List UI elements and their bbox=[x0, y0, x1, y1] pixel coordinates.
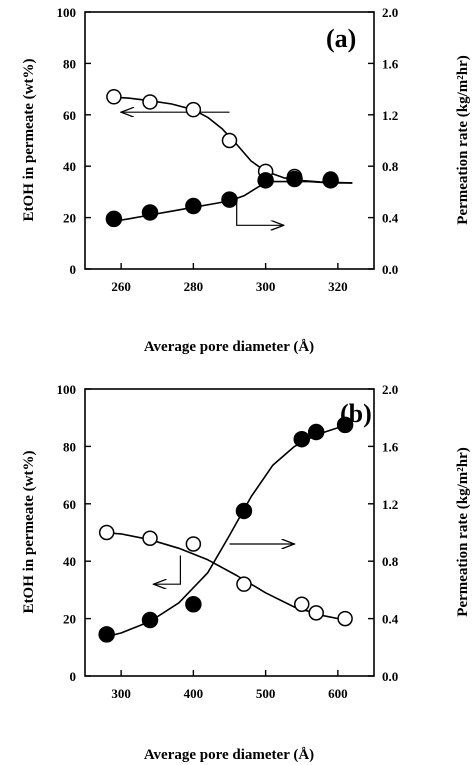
panel-label-a: (a) bbox=[326, 24, 356, 53]
x-tick-label: 600 bbox=[328, 686, 348, 701]
y-tick-label: 40 bbox=[63, 554, 76, 569]
panel-label-b: (b) bbox=[340, 399, 372, 428]
open-circle-point bbox=[98, 524, 115, 541]
y2-tick-label: 1.6 bbox=[382, 56, 399, 71]
x-ticks-a: 260 280 300 320 bbox=[111, 263, 348, 294]
y-tick-label: 20 bbox=[63, 612, 76, 627]
filled-circle-point bbox=[141, 611, 159, 629]
y2-axis-title-b: Permeation rate (kg/m²hr) bbox=[455, 447, 471, 616]
trend-lines-b bbox=[102, 424, 349, 639]
open-circle-point bbox=[142, 530, 158, 546]
y2-tick-label: 2.0 bbox=[382, 5, 398, 20]
x-tick-label: 300 bbox=[111, 686, 131, 701]
x-tick-label: 400 bbox=[184, 686, 204, 701]
markers-a bbox=[105, 89, 339, 228]
filled-circle-point bbox=[221, 191, 238, 208]
filled-circle-point bbox=[293, 430, 310, 448]
y-tick-label: 0 bbox=[70, 262, 77, 277]
y2-axis-title-a: Permeation rate (kg/m²hr) bbox=[455, 55, 471, 224]
y2-ticks-a: 0.0 0.4 0.8 1.2 1.6 2.0 bbox=[368, 5, 399, 277]
open-circle-point bbox=[142, 94, 158, 110]
x-tick-label: 320 bbox=[328, 279, 348, 294]
open-circle-point bbox=[337, 610, 353, 627]
markers-b bbox=[98, 416, 354, 643]
x-tick-label: 500 bbox=[256, 686, 276, 701]
x-tick-label: 280 bbox=[184, 279, 204, 294]
y2-tick-label: 0.0 bbox=[382, 669, 398, 684]
open-circle-point bbox=[221, 132, 238, 149]
open-circle-point bbox=[308, 605, 324, 621]
panel-b: 300 400 500 600 0 20 40 60 80 100 0.0 0.4 0.8 1.2 1.… bbox=[21, 382, 471, 763]
plot-frame-b bbox=[84, 388, 375, 677]
open-circle-point bbox=[236, 576, 252, 592]
y-tick-label: 60 bbox=[63, 497, 76, 512]
filled-circle-point bbox=[98, 626, 115, 643]
filled-circle-point bbox=[185, 596, 202, 613]
y-axis-title-a: EtOH in permeate (wt%) bbox=[21, 59, 37, 222]
y2-tick-label: 1.2 bbox=[382, 108, 398, 123]
y2-tick-label: 0.8 bbox=[382, 159, 399, 174]
arrow-right-axis bbox=[236, 197, 284, 225]
panel-a: 260 280 300 320 0 20 40 60 80 100 0.0 0.4 0.8 1.2 1.… bbox=[21, 5, 471, 355]
y2-tick-label: 0.4 bbox=[382, 211, 399, 226]
y-tick-label: 80 bbox=[63, 439, 76, 454]
arrow-left-axis bbox=[154, 555, 181, 585]
open-circle-point bbox=[185, 101, 202, 118]
filled-circle-point bbox=[307, 423, 325, 441]
y-tick-label: 40 bbox=[63, 159, 76, 174]
filled-circle-point bbox=[257, 172, 274, 189]
y-tick-label: 20 bbox=[63, 211, 76, 226]
filled-circle-point bbox=[141, 204, 159, 221]
open-circle-point bbox=[185, 536, 202, 552]
y-tick-label: 0 bbox=[70, 669, 77, 684]
y2-tick-label: 1.6 bbox=[382, 439, 399, 454]
y-tick-label: 100 bbox=[57, 5, 77, 20]
filled-circle-point bbox=[322, 172, 339, 189]
y2-tick-label: 1.2 bbox=[382, 497, 398, 512]
y2-tick-label: 0.0 bbox=[382, 262, 398, 277]
x-tick-label: 260 bbox=[111, 279, 131, 294]
trend-line-permeation bbox=[102, 424, 349, 639]
y-tick-label: 80 bbox=[63, 56, 76, 71]
y2-tick-label: 2.0 bbox=[382, 382, 398, 397]
x-axis-title-a: Average pore diameter (Å) bbox=[144, 339, 314, 355]
filled-circle-point bbox=[336, 416, 354, 434]
x-axis-title-b: Average pore diameter (Å) bbox=[144, 747, 314, 763]
y-ticks-a: 0 20 40 60 80 100 bbox=[57, 5, 91, 277]
x-ticks-b: 300 400 500 600 bbox=[111, 670, 348, 701]
open-circle-point bbox=[106, 89, 122, 105]
open-circle-point bbox=[294, 596, 310, 612]
filled-circle-point bbox=[235, 502, 253, 520]
filled-circle-point bbox=[286, 170, 303, 188]
y-tick-label: 100 bbox=[57, 382, 77, 397]
y2-tick-label: 0.4 bbox=[382, 612, 399, 627]
x-tick-label: 300 bbox=[256, 279, 276, 294]
y2-tick-label: 0.8 bbox=[382, 554, 399, 569]
y-tick-label: 60 bbox=[63, 108, 76, 123]
annotation-arrows-b bbox=[154, 544, 295, 584]
plot-frame-a bbox=[84, 11, 375, 270]
y2-ticks-b: 0.0 0.4 0.8 1.2 1.6 2.0 bbox=[368, 382, 399, 684]
y-ticks-b: 0 20 40 60 80 100 bbox=[57, 382, 91, 684]
y-axis-title-b: EtOH in permeate (wt%) bbox=[21, 451, 37, 614]
filled-circle-point bbox=[185, 197, 202, 215]
filled-circle-point bbox=[105, 210, 123, 228]
